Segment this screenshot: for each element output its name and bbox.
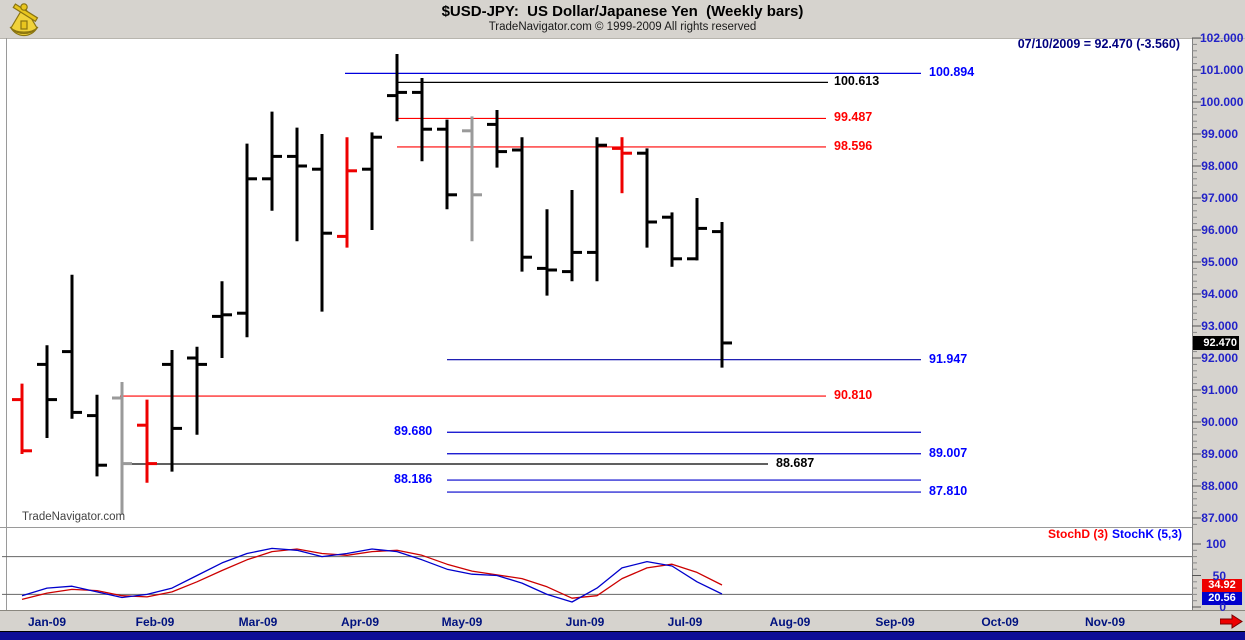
level-label-87.810: 87.810 xyxy=(929,484,968,499)
stoch-d-curve xyxy=(21,548,723,601)
date-axis-label-Sep-09: Sep-09 xyxy=(875,615,915,629)
stoch-axis-label: 0 xyxy=(1219,600,1226,614)
date-axis-label-May-09: May-09 xyxy=(441,615,483,629)
legend-stochk: StochK (5,3) xyxy=(1112,527,1183,541)
legend-stochd: StochD (3) xyxy=(1048,527,1108,541)
date-axis-label-Jun-09: Jun-09 xyxy=(565,615,605,629)
price-axis-label: 98.000 xyxy=(1201,159,1238,173)
level-label-89.007: 89.007 xyxy=(929,445,968,460)
price-axis-label: 87.000 xyxy=(1201,511,1238,525)
stoch-k-curve xyxy=(21,547,723,603)
date-axis-band xyxy=(0,610,1245,633)
date-axis-label-Aug-09: Aug-09 xyxy=(769,615,811,629)
current-price-box: 92.470 xyxy=(1193,336,1239,350)
stoch-axis-label: 50 xyxy=(1212,568,1226,583)
date-axis-label-Apr-09: Apr-09 xyxy=(340,615,379,629)
chart-title: $USD-JPY: US Dollar/Japanese Yen (Weekly… xyxy=(441,3,804,20)
price-axis-label: 95.000 xyxy=(1201,255,1238,269)
last-quote-readout: 07/10/2009 = 92.470 (-3.560) xyxy=(1017,37,1180,51)
date-axis-label-Jul-09: Jul-09 xyxy=(667,615,703,629)
level-label-89.680: 89.680 xyxy=(394,424,433,439)
level-label-91.947: 91.947 xyxy=(929,351,968,366)
date-axis-label-Mar-09: Mar-09 xyxy=(238,615,278,629)
level-label-88.186: 88.186 xyxy=(394,472,433,487)
price-axis-label: 90.000 xyxy=(1201,415,1238,429)
date-axis-label-Feb-09: Feb-09 xyxy=(135,615,175,629)
price-axis-label: 93.000 xyxy=(1201,319,1238,333)
price-axis-label: 88.000 xyxy=(1201,479,1238,493)
price-axis-label: 94.000 xyxy=(1201,287,1238,301)
price-axis-label: 89.000 xyxy=(1201,447,1238,461)
stochd-value-box: 34.92 xyxy=(1202,579,1242,592)
price-axis-label: 101.000 xyxy=(1200,63,1244,77)
price-axis-label: 102.000 xyxy=(1200,31,1244,45)
tradenavigator-logo-icon xyxy=(4,1,44,37)
price-axis-label: 97.000 xyxy=(1201,191,1238,205)
level-label-100.894: 100.894 xyxy=(929,65,975,80)
price-axis-label: 99.000 xyxy=(1201,127,1238,141)
watermark-text: TradeNavigator.com xyxy=(22,511,126,523)
date-axis-label-Oct-09: Oct-09 xyxy=(981,615,1019,629)
chart-header: $USD-JPY: US Dollar/Japanese Yen (Weekly… xyxy=(0,0,1245,39)
stochk-value-box: 20.56 xyxy=(1202,592,1242,605)
level-label-98.596: 98.596 xyxy=(834,138,873,153)
price-axis-label: 92.000 xyxy=(1201,351,1238,365)
price-axis-label: 96.000 xyxy=(1201,223,1238,237)
scroll-right-arrow-icon[interactable] xyxy=(1219,614,1243,629)
level-label-90.810: 90.810 xyxy=(834,388,873,403)
level-label-99.487: 99.487 xyxy=(834,110,873,125)
level-label-88.687: 88.687 xyxy=(776,456,815,471)
price-axis-label: 91.000 xyxy=(1201,383,1238,397)
bottom-scrollbar[interactable] xyxy=(0,631,1245,640)
stoch-axis-label: 100 xyxy=(1205,537,1226,551)
price-axis-label: 100.000 xyxy=(1200,95,1244,109)
date-axis-label-Jan-09: Jan-09 xyxy=(27,615,67,629)
price-axis-gutter xyxy=(1192,38,1245,610)
level-label-100.613: 100.613 xyxy=(834,74,880,89)
chart-copyright: TradeNavigator.com © 1999-2009 All right… xyxy=(488,21,757,33)
date-axis-label-Nov-09: Nov-09 xyxy=(1084,615,1125,629)
